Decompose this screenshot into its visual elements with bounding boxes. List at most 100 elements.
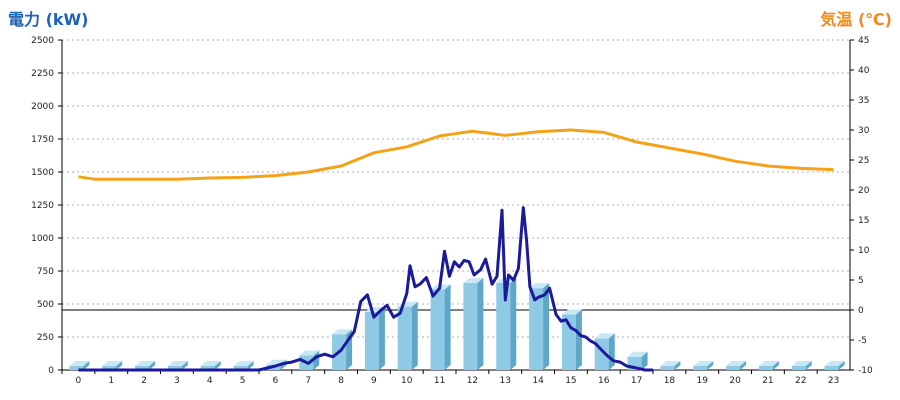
x-tick-label-3: 3: [174, 376, 180, 386]
x-tick-label-23: 23: [828, 376, 839, 386]
x-tick-label-0: 0: [76, 376, 82, 386]
left-tick-label-5: 1250: [31, 201, 54, 211]
bar-side-9: [378, 306, 385, 370]
x-tick-label-12: 12: [467, 376, 478, 386]
bar-4: [200, 366, 215, 370]
bar-22: [791, 366, 806, 370]
right-tick-label-6: 20: [858, 186, 870, 196]
right-tick-label-3: 5: [858, 276, 864, 286]
bar-top-7: [299, 350, 320, 356]
x-tick-label-18: 18: [664, 376, 676, 386]
x-tick-label-20: 20: [729, 376, 741, 386]
bar-side-23: [838, 361, 845, 370]
bar-side-19: [707, 361, 714, 370]
right-tick-label-8: 30: [858, 126, 870, 136]
right-tick-label-1: -5: [858, 336, 867, 346]
bar-side-11: [444, 284, 451, 370]
left-axis-title: 電力 (kW): [8, 10, 89, 29]
bar-top-3: [167, 361, 188, 366]
bar-21: [758, 366, 773, 370]
bar-top-4: [200, 361, 221, 366]
bar-top-20: [726, 361, 747, 366]
bar-top-22: [791, 361, 812, 366]
bar-11: [430, 289, 445, 370]
left-tick-label-10: 2500: [31, 36, 54, 46]
bar-9: [364, 311, 379, 370]
x-tick-label-6: 6: [273, 376, 279, 386]
bar-top-21: [758, 361, 779, 366]
bar-side-18: [674, 361, 681, 370]
x-tick-label-9: 9: [371, 376, 377, 386]
x-tick-label-1: 1: [108, 376, 114, 386]
x-tick-label-15: 15: [565, 376, 576, 386]
bar-side-2: [149, 361, 156, 370]
bar-18: [660, 366, 675, 370]
bar-top-5: [233, 361, 254, 366]
bar-20: [726, 366, 741, 370]
x-tick-label-5: 5: [240, 376, 246, 386]
bar-top-0: [69, 361, 90, 366]
left-tick-label-7: 1750: [31, 135, 54, 145]
temperature-line: [78, 128, 834, 181]
bar-1: [102, 366, 117, 370]
left-tick-label-3: 750: [37, 267, 54, 277]
bar-12: [463, 282, 478, 370]
bar-top-2: [135, 361, 156, 366]
x-tick-label-16: 16: [598, 376, 610, 386]
bar-side-22: [805, 361, 812, 370]
bar-side-15: [575, 309, 582, 370]
right-tick-label-9: 35: [858, 96, 869, 106]
x-tick-label-13: 13: [500, 376, 511, 386]
bar-top-1: [102, 361, 123, 366]
bar-top-14: [529, 283, 550, 289]
x-tick-label-21: 21: [762, 376, 773, 386]
left-tick-label-4: 1000: [31, 234, 54, 244]
bar-side-12: [477, 277, 484, 370]
right-tick-label-7: 25: [858, 156, 869, 166]
bar-side-17: [641, 351, 648, 370]
x-tick-label-19: 19: [697, 376, 709, 386]
left-tick-label-0: 0: [48, 366, 54, 376]
bar-5: [233, 366, 248, 370]
x-tick-label-11: 11: [434, 376, 445, 386]
bar-0: [69, 366, 84, 370]
bar-top-15: [561, 309, 582, 315]
bar-23: [824, 366, 839, 370]
right-tick-label-4: 10: [858, 246, 870, 256]
bar-side-3: [181, 361, 188, 370]
bar-side-20: [740, 361, 747, 370]
right-tick-label-11: 45: [858, 36, 869, 46]
bar-side-1: [116, 361, 123, 370]
bar-top-19: [693, 361, 714, 366]
right-tick-label-0: -10: [858, 366, 873, 376]
bar-14: [529, 288, 544, 370]
x-tick-label-10: 10: [401, 376, 413, 386]
left-tick-label-1: 250: [37, 333, 54, 343]
right-tick-label-10: 40: [858, 66, 870, 76]
left-tick-label-2: 500: [37, 300, 54, 310]
bar-top-16: [594, 333, 615, 339]
bar-top-8: [332, 329, 353, 335]
bar-13: [496, 282, 511, 370]
x-tick-label-8: 8: [338, 376, 344, 386]
right-tick-label-5: 15: [858, 216, 869, 226]
bar-side-10: [411, 301, 418, 370]
bar-19: [693, 366, 708, 370]
bar-top-17: [627, 351, 648, 357]
power-line: [78, 206, 653, 372]
x-tick-label-4: 4: [207, 376, 213, 386]
left-tick-label-6: 1500: [31, 168, 54, 178]
right-tick-label-2: 0: [858, 306, 864, 316]
x-tick-label-22: 22: [795, 376, 806, 386]
bar-side-0: [83, 361, 90, 370]
bar-3: [167, 366, 182, 370]
x-tick-label-17: 17: [631, 376, 642, 386]
x-tick-label-14: 14: [532, 376, 544, 386]
left-tick-label-9: 2250: [31, 69, 54, 79]
bar-10: [397, 306, 412, 370]
bar-side-5: [247, 361, 254, 370]
bar-top-23: [824, 361, 845, 366]
bar-side-14: [543, 283, 550, 370]
